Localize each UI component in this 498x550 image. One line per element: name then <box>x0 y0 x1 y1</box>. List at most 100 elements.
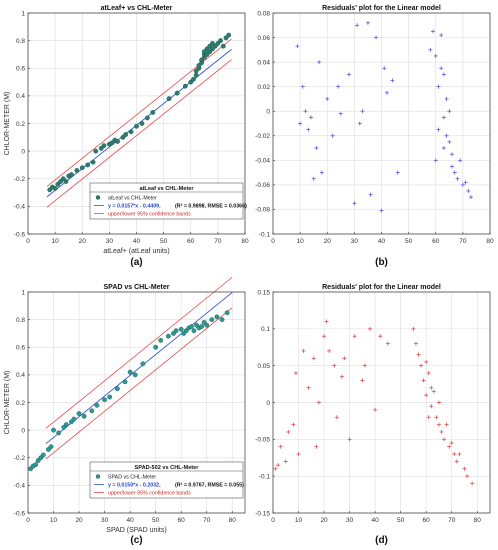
data-point <box>301 348 306 353</box>
data-point <box>144 115 150 121</box>
y-tick-label: 0.4 <box>16 372 25 379</box>
data-point <box>433 158 438 163</box>
legend-title: atLeaf vs CHL-Meter <box>139 186 194 192</box>
panel-caption: (c) <box>130 535 142 546</box>
y-tick-label: 0.08 <box>257 10 270 17</box>
x-tick-label: 30 <box>351 238 359 245</box>
legend: atLeaf vs CHL-Meter atLeaf vs CHL-Meter y … <box>89 182 247 220</box>
data-point <box>188 324 194 329</box>
panel-a: 0 10 20 30 40 50 60 70 80 -0.6 -0.4 -0.2 0 0.2 0.4 0.6 0… <box>4 5 249 268</box>
data-point <box>319 170 324 175</box>
data-point <box>33 462 39 468</box>
data-point <box>204 322 210 328</box>
y-tick-label: -0.1 <box>259 231 271 238</box>
data-point <box>466 189 471 194</box>
data-point <box>296 452 301 457</box>
data-point <box>191 328 197 334</box>
data-point <box>322 334 327 339</box>
y-tick-label: 0.15 <box>257 289 270 296</box>
x-tick-label: 70 <box>214 238 222 245</box>
data-point <box>115 139 120 144</box>
data-point <box>365 20 370 25</box>
x-tick-label: 70 <box>459 238 467 245</box>
data-point <box>90 159 96 165</box>
data-point <box>455 176 460 181</box>
data-point <box>74 168 80 173</box>
x-tick-label: 60 <box>423 517 431 524</box>
x-tick-label: 30 <box>106 238 114 245</box>
data-point <box>442 437 447 442</box>
data-point <box>102 397 107 403</box>
x-tick-label: 10 <box>50 517 58 524</box>
legend-series-label: SPAD vs CHL-Meter <box>108 475 156 481</box>
data-point <box>191 76 196 82</box>
data-point <box>419 363 424 368</box>
data-point <box>122 379 128 385</box>
data-point <box>182 83 188 89</box>
data-point <box>428 47 433 52</box>
data-point <box>441 146 446 151</box>
data-point <box>81 413 87 419</box>
data-point <box>450 152 455 157</box>
data-point <box>173 328 179 334</box>
data-point <box>429 385 434 390</box>
data-point <box>128 129 134 135</box>
chart-title: atLeaf+ vs CHL-Meter <box>101 5 173 12</box>
data-point <box>303 109 308 114</box>
data-point <box>314 146 319 151</box>
x-tick-label: 20 <box>79 238 87 245</box>
data-point <box>178 326 184 332</box>
legend-band-label: upper/lower 95% confidence bands <box>108 212 191 218</box>
data-point <box>339 374 344 379</box>
x-tick-label: 20 <box>320 517 328 524</box>
data-point <box>214 314 220 320</box>
data-point <box>63 179 69 184</box>
x-tick-label: 10 <box>52 238 60 245</box>
data-point <box>450 164 455 169</box>
data-point <box>71 416 77 422</box>
x-tick-label: 0 <box>26 517 30 524</box>
data-point <box>452 452 457 457</box>
y-tick-label: 1 <box>21 10 25 17</box>
y-tick-label: -0.1 <box>259 473 271 480</box>
data-point <box>360 378 365 383</box>
legend-marker <box>95 195 101 200</box>
data-point <box>220 43 226 49</box>
data-point <box>107 394 113 400</box>
data-point <box>311 176 316 181</box>
data-point <box>334 415 339 420</box>
x-tick-label: 30 <box>101 517 109 524</box>
data-point <box>76 411 82 416</box>
data-point <box>431 389 436 394</box>
data-point <box>127 369 133 375</box>
data-point <box>273 466 278 471</box>
data-point <box>454 459 459 464</box>
data-point <box>300 84 305 89</box>
y-tick-label: 0.4 <box>16 93 25 100</box>
data-point <box>293 371 298 376</box>
data-point <box>368 192 373 197</box>
data-point <box>436 400 441 405</box>
y-tick-label: 0.8 <box>16 38 25 45</box>
data-point <box>218 38 223 44</box>
y-tick-label: -0.2 <box>14 455 26 462</box>
legend-stats: (R² = 0.9767, RMSE = 0.055) <box>175 483 244 489</box>
x-axis-label: atLeaf+ (atLeaf units) <box>103 248 169 255</box>
x-tick-label: 0 <box>271 517 275 524</box>
x-tick-label: 50 <box>405 238 413 245</box>
data-point <box>458 158 463 163</box>
data-point <box>174 90 180 96</box>
data-point <box>462 466 467 471</box>
x-axis-label: SPAD (SPAD units) <box>106 527 166 534</box>
y-tick-label: -0.15 <box>255 510 270 517</box>
data-point <box>352 334 357 339</box>
data-point <box>132 372 138 378</box>
data-point <box>444 422 449 427</box>
axes-frame <box>27 12 246 235</box>
data-point <box>390 78 395 83</box>
data-point <box>469 195 474 200</box>
y-tick-label: 0.6 <box>16 345 25 352</box>
legend: SPAD-502 vs CHL-Meter SPAD vs CHL-Meter y … <box>89 461 244 499</box>
data-point <box>327 348 332 353</box>
chart-title: Residuals' plot for the Linear model <box>322 5 441 12</box>
